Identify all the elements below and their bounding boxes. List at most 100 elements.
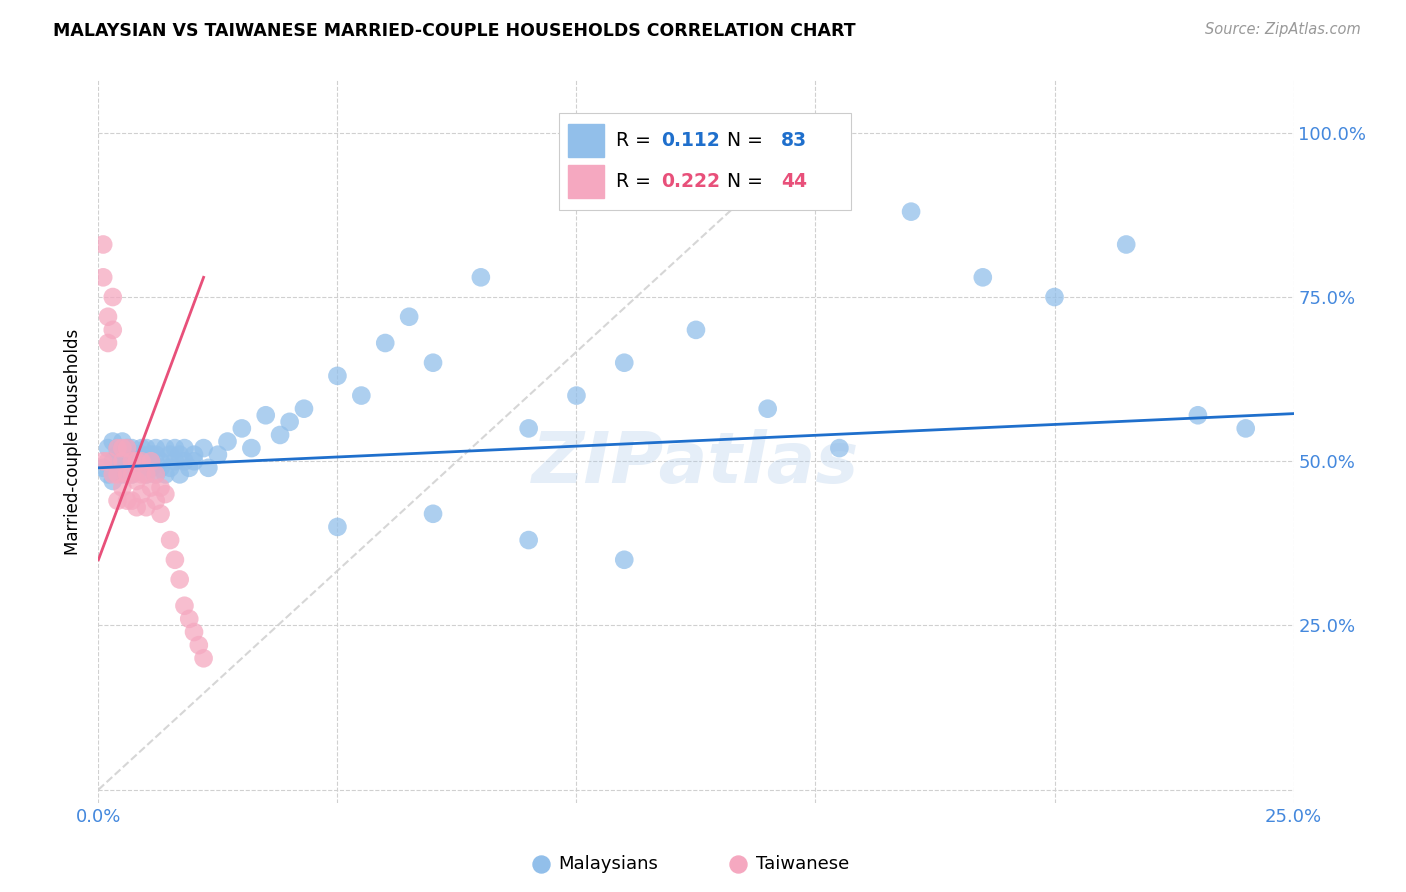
Point (135, 467, 157, 482)
Point (422, 507, 444, 521)
Point (517, 533, 540, 547)
Point (149, 454, 172, 468)
Point (169, 467, 191, 482)
Point (183, 625, 205, 640)
Point (91, 237, 114, 252)
Point (101, 454, 124, 468)
Point (231, 421, 253, 435)
Point (135, 441, 157, 455)
Point (145, 467, 167, 482)
Text: 83: 83 (780, 131, 807, 150)
Text: 0.222: 0.222 (661, 172, 720, 191)
Point (97, 336, 120, 351)
Point (155, 467, 177, 482)
Point (111, 448, 134, 462)
Point (107, 441, 129, 455)
Point (193, 441, 215, 455)
Point (131, 454, 153, 468)
Point (169, 448, 191, 462)
Point (101, 323, 124, 337)
Point (254, 409, 277, 423)
Point (374, 336, 396, 351)
Point (115, 454, 138, 468)
Point (159, 448, 181, 462)
Point (565, 388, 588, 402)
FancyBboxPatch shape (558, 112, 852, 211)
Text: Malaysians: Malaysians (558, 855, 658, 873)
Point (139, 481, 162, 495)
Point (613, 553, 636, 567)
Point (101, 467, 124, 482)
Point (111, 454, 134, 468)
Point (121, 467, 143, 482)
Point (685, 323, 707, 337)
Point (111, 441, 134, 455)
Point (125, 448, 148, 462)
Point (169, 573, 191, 587)
Point (145, 493, 167, 508)
Text: N =: N = (716, 172, 769, 191)
Point (91, 270, 114, 285)
Point (149, 460, 172, 475)
Point (115, 441, 138, 455)
Point (179, 460, 201, 475)
Point (107, 493, 129, 508)
Point (125, 460, 148, 475)
Point (139, 454, 162, 468)
Point (107, 460, 129, 475)
Point (125, 500, 148, 515)
Point (183, 454, 205, 468)
Point (187, 638, 209, 652)
Point (240, 441, 263, 455)
Text: R =: R = (616, 172, 657, 191)
Point (97, 310, 120, 324)
Point (121, 493, 143, 508)
Text: 0.112: 0.112 (661, 131, 720, 150)
Point (149, 507, 172, 521)
Point (111, 467, 134, 482)
Point (1234, 421, 1257, 435)
Text: ZIPatlas: ZIPatlas (533, 429, 859, 498)
Point (173, 441, 195, 455)
Point (115, 493, 138, 508)
Point (163, 454, 186, 468)
Point (145, 467, 167, 482)
Point (193, 651, 215, 665)
Point (326, 520, 349, 534)
Text: Source: ZipAtlas.com: Source: ZipAtlas.com (1205, 22, 1361, 37)
Point (613, 356, 636, 370)
Bar (568, 124, 605, 156)
Point (155, 441, 177, 455)
Point (278, 415, 301, 429)
Point (179, 612, 201, 626)
Point (173, 454, 195, 468)
Point (398, 310, 420, 324)
Point (121, 454, 143, 468)
Point (163, 441, 186, 455)
Point (139, 454, 162, 468)
Point (756, 401, 779, 416)
Point (828, 441, 851, 455)
Point (1187, 409, 1209, 423)
Point (350, 388, 373, 402)
Point (115, 467, 138, 482)
Point (131, 487, 153, 501)
Point (900, 204, 922, 219)
Y-axis label: Married-couple Households: Married-couple Households (65, 328, 83, 555)
Text: 44: 44 (780, 172, 807, 191)
Point (97, 467, 120, 482)
Point (97, 441, 120, 455)
Point (125, 474, 148, 488)
Point (131, 448, 153, 462)
Point (111, 454, 134, 468)
Point (145, 441, 167, 455)
Point (111, 434, 134, 449)
Point (135, 467, 157, 482)
Point (217, 434, 239, 449)
Point (197, 460, 219, 475)
Point (422, 356, 444, 370)
Point (972, 270, 994, 285)
Point (139, 460, 162, 475)
Point (155, 487, 177, 501)
Point (139, 448, 162, 462)
